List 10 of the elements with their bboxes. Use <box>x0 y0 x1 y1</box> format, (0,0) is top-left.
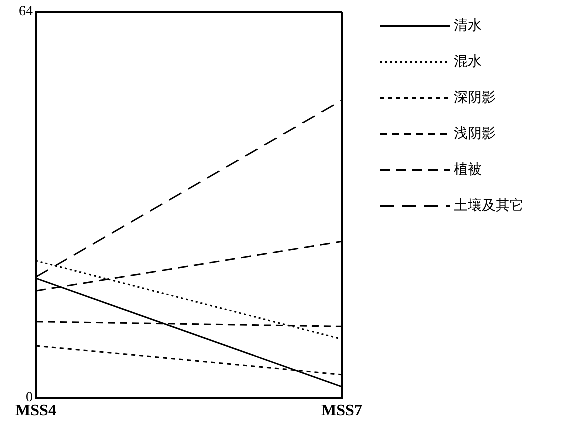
legend-label: 混水 <box>454 53 482 71</box>
legend-label: 清水 <box>454 17 482 35</box>
legend-label: 土壤及其它 <box>454 197 524 215</box>
x-tick-label: MSS4 <box>16 402 56 420</box>
legend-label: 植被 <box>454 161 482 179</box>
x-tick-label: MSS7 <box>322 402 362 420</box>
legend-label: 深阴影 <box>454 89 496 107</box>
legend-label: 浅阴影 <box>454 125 496 143</box>
y-tick-label: 0 <box>26 390 33 406</box>
y-tick-label: 64 <box>19 4 33 20</box>
